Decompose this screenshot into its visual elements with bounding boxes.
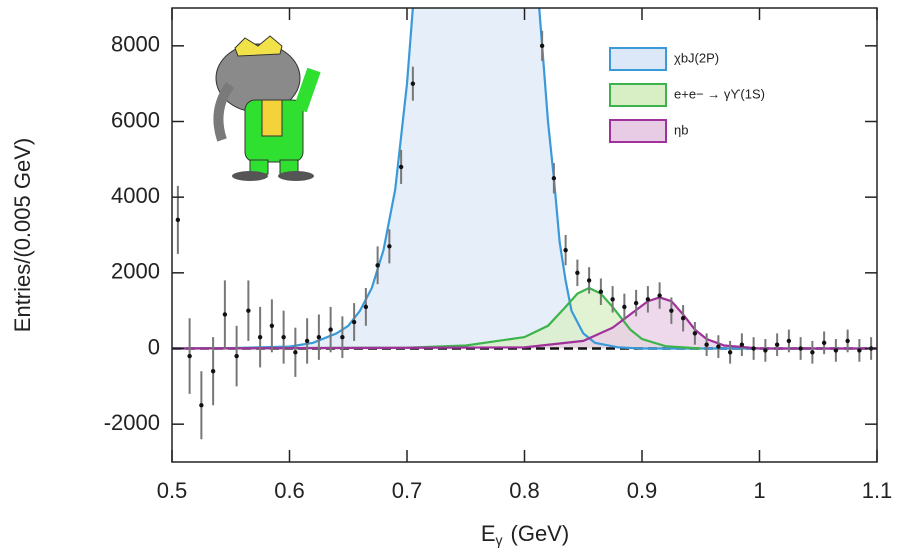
data-point <box>210 369 216 374</box>
x-tick-label: 0.9 <box>627 478 658 503</box>
data-point <box>269 323 275 328</box>
data-point <box>798 346 803 351</box>
data-point <box>704 342 709 347</box>
mascot <box>213 35 321 181</box>
y-axis-label: Entries/(0.005 GeV) <box>10 138 35 332</box>
data-point <box>340 334 345 340</box>
data-point <box>563 247 568 253</box>
y-tick-label: 0 <box>148 334 160 359</box>
legend-swatch <box>609 119 667 143</box>
data-point <box>857 348 862 353</box>
data-point <box>175 217 181 223</box>
data-point <box>293 350 298 355</box>
data-point <box>187 353 192 359</box>
data-point <box>328 327 333 332</box>
data-point <box>727 350 733 355</box>
fit-area <box>172 8 877 349</box>
data-point <box>246 308 251 313</box>
data-point <box>387 244 392 249</box>
x-tick-label: 1.1 <box>862 478 893 503</box>
y-tick-label: 4000 <box>111 183 160 208</box>
legend-swatch <box>609 47 667 71</box>
data-point <box>375 263 380 268</box>
x-tick-label: 0.6 <box>274 478 305 503</box>
data-point <box>633 300 639 306</box>
x-axis-label: Eγ (GeV) <box>481 521 569 548</box>
data-point <box>316 334 322 340</box>
data-point <box>281 334 286 340</box>
data-point <box>398 164 404 170</box>
data-point <box>539 43 545 49</box>
y-tick-label: 8000 <box>111 32 160 57</box>
data-point <box>774 342 780 347</box>
data-point <box>669 308 674 313</box>
legend-swatch <box>609 83 667 107</box>
data-point <box>821 340 827 346</box>
data-point <box>751 346 756 351</box>
data-point <box>598 289 604 294</box>
y-tick-label: 2000 <box>111 259 160 284</box>
data-point <box>716 344 721 349</box>
x-tick-label: 1 <box>753 478 765 503</box>
data-point <box>257 334 263 340</box>
plot-content <box>172 8 877 440</box>
data-point <box>763 348 768 353</box>
y-tick-label: -2000 <box>104 410 160 435</box>
legend-label: ηb <box>674 122 688 137</box>
fit-area <box>172 288 701 349</box>
data-point <box>234 353 239 359</box>
data-point <box>304 338 310 344</box>
data-point <box>575 270 580 276</box>
legend-label: χbJ(2P) <box>674 50 719 65</box>
data-point <box>222 312 228 317</box>
data-point <box>645 297 651 302</box>
data-point <box>199 403 204 408</box>
x-axis-label-unit: (GeV) <box>511 521 570 546</box>
data-point <box>351 319 357 325</box>
data-point <box>845 338 850 344</box>
data-point <box>657 293 662 298</box>
x-tick-label: 0.5 <box>157 478 188 503</box>
data-point <box>622 304 627 310</box>
data-point <box>833 348 839 353</box>
data-point <box>786 338 792 344</box>
plot-frame <box>171 7 878 463</box>
data-point <box>410 81 416 86</box>
x-axis-label-main: E <box>481 521 496 546</box>
x-tick-label: 0.7 <box>392 478 423 503</box>
data-point <box>586 278 592 283</box>
x-axis-label-sub: γ <box>496 532 503 548</box>
fit-line <box>172 286 701 350</box>
data-point <box>551 176 557 181</box>
data-point <box>739 342 745 347</box>
data-point <box>692 331 698 336</box>
data-point <box>680 316 686 321</box>
y-tick-label: 6000 <box>111 107 160 132</box>
x-tick-label: 0.8 <box>509 478 540 503</box>
data-point <box>610 297 615 302</box>
data-point <box>810 350 815 355</box>
fit-area <box>172 297 877 349</box>
fit-line <box>172 296 877 350</box>
legend-label: e+e− → γϒ(1S) <box>674 86 765 101</box>
data-point <box>363 304 369 310</box>
